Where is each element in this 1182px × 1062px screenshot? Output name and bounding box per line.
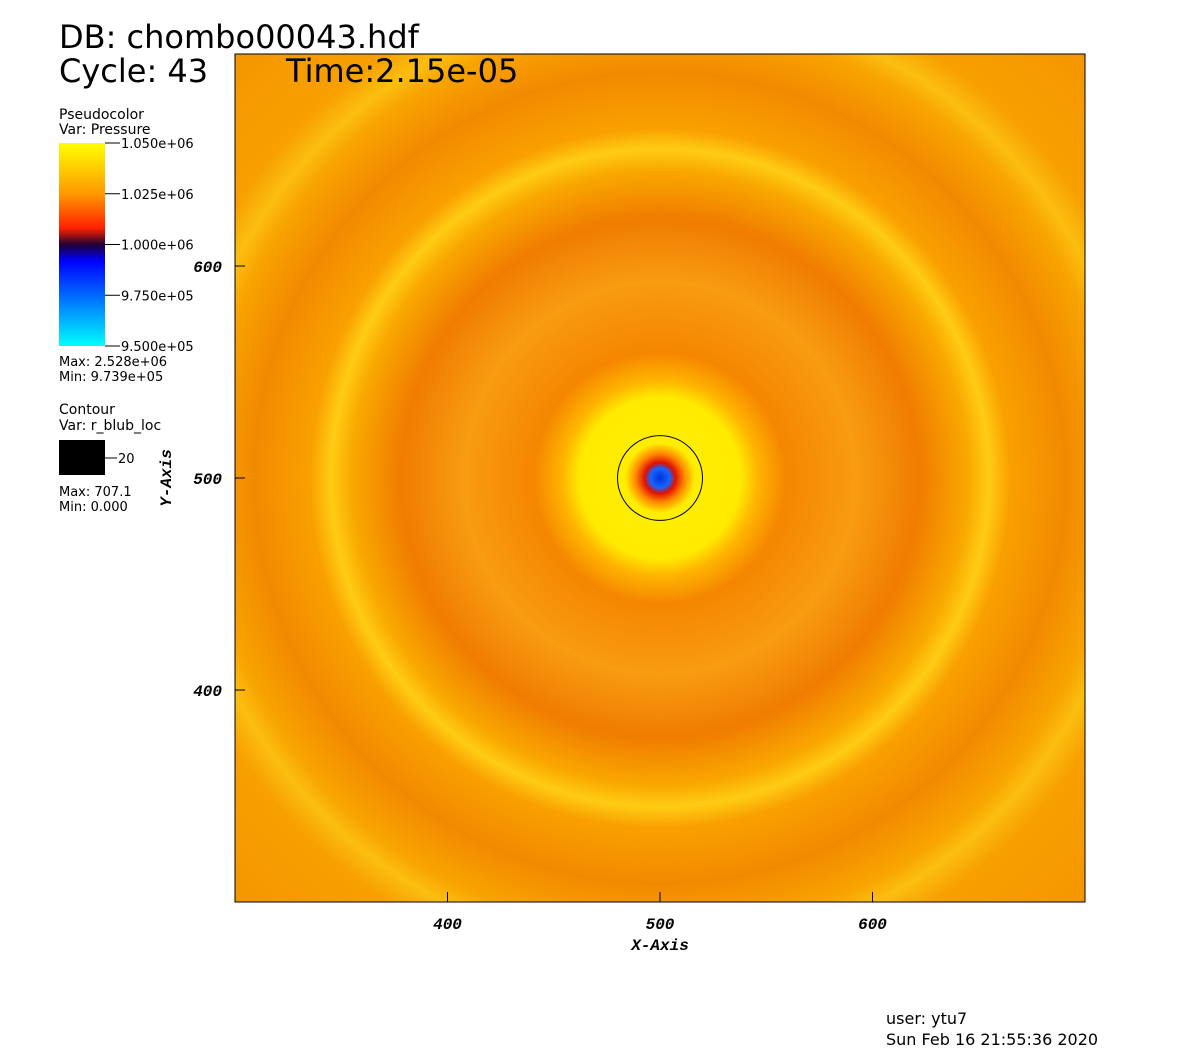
colorbar-tick-label: 1.050e+06 [121, 137, 194, 152]
y-tick-label: 400 [193, 683, 222, 701]
colorbar [59, 143, 105, 346]
pressure-field [235, 54, 1085, 902]
db-label: DB: chombo00043.hdf [59, 18, 420, 56]
colorbar-tick-label: 1.000e+06 [121, 239, 194, 254]
contour-swatch [59, 440, 105, 475]
y-tick-label: 600 [193, 259, 222, 277]
x-tick-label: 500 [646, 916, 675, 934]
date-label: Sun Feb 16 21:55:36 2020 [886, 1030, 1098, 1049]
user-label: user: ytu7 [886, 1009, 967, 1028]
x-tick-label: 600 [858, 916, 887, 934]
contour-legend-label: 20 [118, 452, 135, 467]
contour-min: Min: 0.000 [59, 500, 128, 515]
colorbar-tick-label: 9.500e+05 [121, 340, 194, 355]
pc-max: Max: 2.528e+06 [59, 355, 167, 370]
x-tick-label: 400 [433, 916, 462, 934]
pc-legend-title: Pseudocolor [59, 107, 144, 123]
contour-line [617, 435, 703, 521]
pc-min: Min: 9.739e+05 [59, 370, 163, 385]
colorbar-tick-label: 1.025e+06 [121, 188, 194, 203]
time-label: Time:2.15e-05 [285, 52, 518, 90]
y-tick-label: 500 [193, 471, 222, 489]
colorbar-tick-label: 9.750e+05 [121, 289, 194, 304]
contour-legend-title: Contour [59, 402, 115, 418]
y-axis-label: Y-Axis [158, 449, 176, 507]
contour-max: Max: 707.1 [59, 485, 132, 500]
cycle-label: Cycle: 43 [59, 52, 208, 90]
contour-legend-var: Var: r_blub_loc [59, 418, 161, 434]
x-axis-label: X-Axis [630, 937, 689, 955]
pc-legend-var: Var: Pressure [59, 122, 151, 138]
